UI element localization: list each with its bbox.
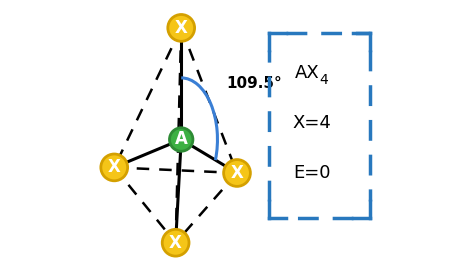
Text: AX: AX — [294, 64, 319, 81]
Circle shape — [101, 154, 128, 181]
Text: X: X — [108, 158, 121, 176]
Text: X=4: X=4 — [293, 114, 332, 132]
Circle shape — [224, 160, 250, 186]
Text: 109.5°: 109.5° — [226, 76, 282, 91]
Text: 4: 4 — [319, 73, 328, 86]
Circle shape — [162, 229, 189, 256]
Text: X: X — [175, 19, 188, 37]
Circle shape — [168, 15, 195, 41]
Text: X: X — [230, 164, 244, 182]
Text: E=0: E=0 — [293, 164, 331, 182]
Text: A: A — [175, 131, 188, 148]
Circle shape — [170, 128, 193, 151]
Text: X: X — [169, 234, 182, 252]
